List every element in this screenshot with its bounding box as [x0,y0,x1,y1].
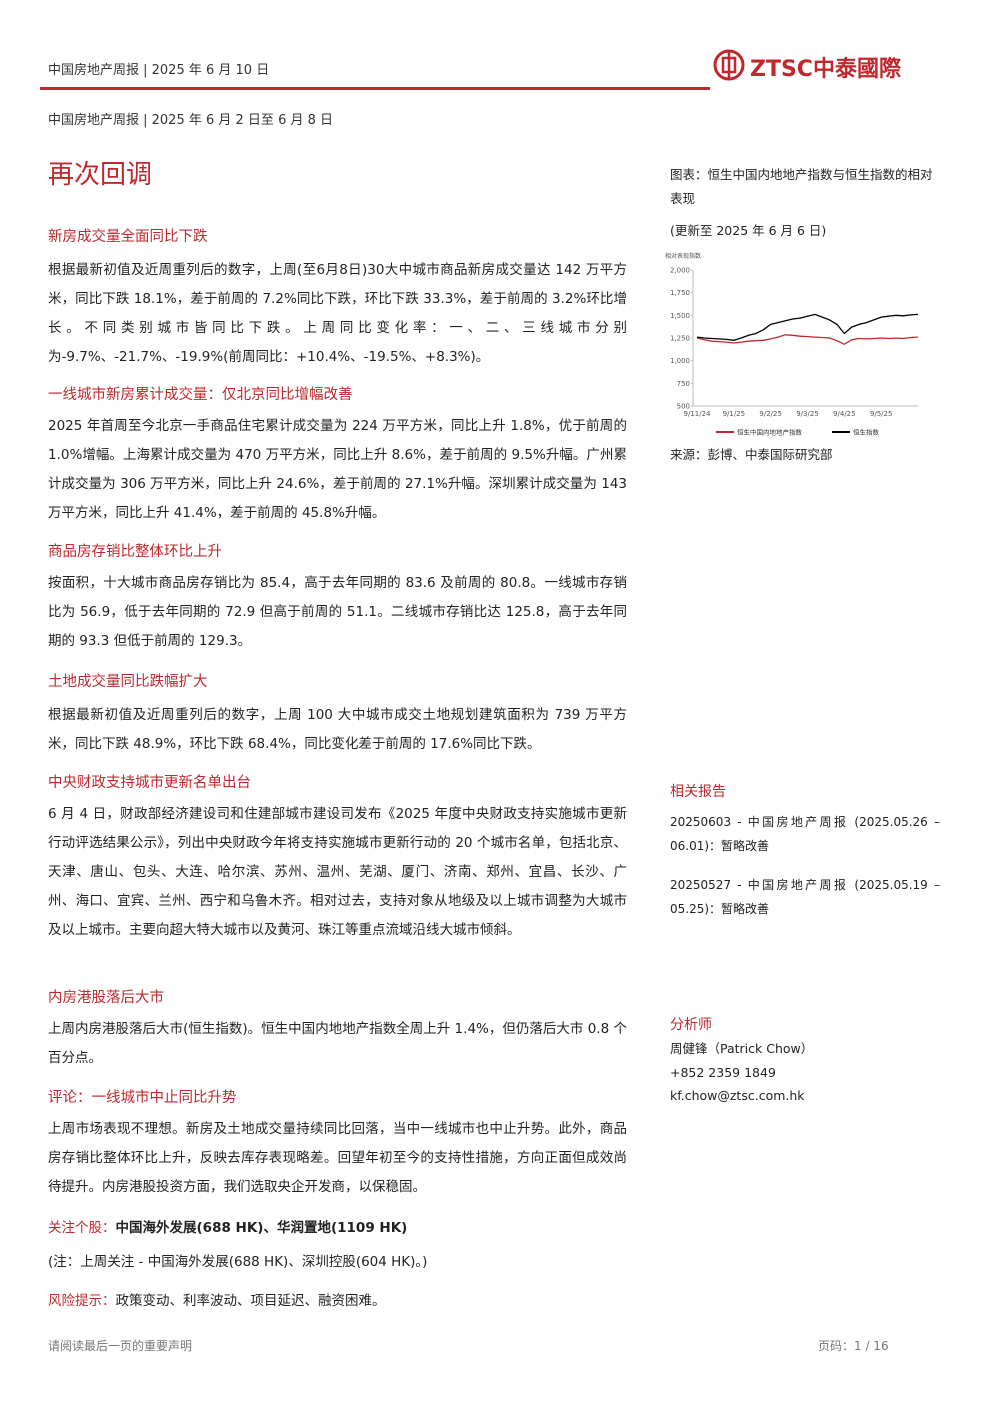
section-heading: 中央财政支持城市更新名单出台 [48,775,251,791]
section-heading: 商品房存销比整体环比上升 [48,544,222,560]
section-heading: 土地成交量同比跌幅扩大 [48,674,208,690]
risk-label: 风险提示： [48,1293,116,1309]
analyst-name: 周健锋（Patrick Chow） [670,1041,814,1056]
chart-source: 来源：彭博、中泰国际研究部 [670,447,833,462]
report-date: 中国房地产周报 | 2025 年 6 月 10 日 [48,63,270,78]
series-line [696,334,919,346]
related-title: 相关报告 [670,784,726,800]
footer-notice: 请阅读最后一页的重要声明 [48,1339,193,1353]
section-heading: 新房成交量全面同比下跌 [48,229,208,245]
x-tick-label: 9/3/25 [796,410,819,418]
footer-page: 页码：1 / 16 [818,1339,889,1353]
subheader: 中国房地产周报 | 2025 年 6 月 2 日至 6 月 8 日 [48,113,334,128]
logo-text: ZTSC中泰國際 [750,57,901,82]
section-paragraph: 6 月 4 日，财政部经济建设司和住建部城市建设司发布《2025 年度中央财政支… [48,806,627,938]
y-axis-label: 相对表现指数 [665,252,701,260]
focus: 关注个股：中国海外发展(688 HK)、华润置地(1109 HK) [48,1216,407,1236]
section-paragraph: 2025 年首周至今北京一手商品住宅累计成交量为 224 万平方米，同比上升 1… [48,418,627,521]
section-paragraph: 上周内房港股落后大市(恒生指数)。恒生中国内地地产指数全周上升 1.4%，但仍落… [48,1021,627,1066]
chart: 相对表现指数 500 750 1,000 1,250 1,500 1,750 2,000 9/1… [665,252,919,437]
section-paragraph: 根据最新初值及近周重列后的数字，上周(至6月8日)30大中城市商品新房成交量达 … [48,262,627,365]
section-heading: 内房港股落后大市 [48,990,164,1006]
legend-label: 恒生指数 [853,428,880,437]
logo-icon [713,49,745,81]
risk-text: 政策变动、利率波动、项目延迟、融资困难。 [115,1293,386,1309]
chart-subtitle: (更新至 2025 年 6 月 6 日) [670,223,827,238]
header-rule [40,87,710,90]
analyst-email: kf.chow@ztsc.com.hk [670,1088,805,1103]
x-tick-label: 9/5/25 [870,410,893,418]
series-line [696,313,919,341]
chart-caption: 图表：恒生中国内地地产指数与恒生指数的相对表现 [670,167,933,206]
section-paragraph: 上周市场表现不理想。新房及土地成交量持续同比回落，当中一线城市也中止升势。此外，… [48,1121,627,1195]
x-tick-label: 9/11/24 [684,410,712,418]
analyst-phone: +852 2359 1849 [670,1065,776,1080]
y-tick-label: 1,250 [670,335,690,343]
related-item: 20250603 - 中国房地产周报 (2025.05.26 – 06.01)：… [670,815,940,853]
x-tick-label: 9/1/25 [723,410,746,418]
y-tick-label: 2,000 [670,267,690,275]
note: (注：上周关注 - 中国海外发展(688 HK)、深圳控股(604 HK)。) [48,1254,428,1270]
y-tick-label: 1,750 [670,289,690,297]
y-tick-label: 1,000 [670,357,690,365]
focus-text: 中国海外发展(688 HK)、华润置地(1109 HK) [115,1220,408,1236]
y-tick-label: 750 [677,380,690,388]
legend-label: 恒生中国内地地产指数 [737,428,803,437]
x-tick-label: 9/2/25 [759,410,782,418]
related-item: 20250527 - 中国房地产周报 (2025.05.19 – 05.25)：… [670,878,940,916]
y-tick-label: 500 [677,403,690,411]
x-tick-label: 9/4/25 [833,410,856,418]
analyst-title: 分析师 [670,1017,712,1033]
y-tick-label: 1,500 [670,312,690,320]
risk: 风险提示：政策变动、利率波动、项目延迟、融资困难。 [48,1289,386,1309]
section-heading: 评论：一线城市中止同比升势 [48,1090,237,1106]
section-paragraph: 根据最新初值及近周重列后的数字，上周 100 大中城市成交土地规划建筑面积为 7… [48,707,627,752]
focus-label: 关注个股： [48,1220,116,1236]
page-title: 再次回调 [48,160,153,190]
section-heading: 一线城市新房累计成交量：仅北京同比增幅改善 [48,387,353,403]
section-paragraph: 按面积，十大城市商品房存销比为 85.4，高于去年同期的 83.6 及前周的 8… [48,575,627,649]
